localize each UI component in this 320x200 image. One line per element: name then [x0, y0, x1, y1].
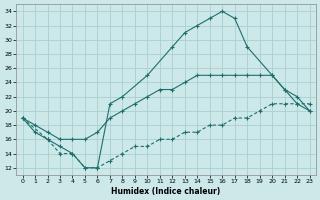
- X-axis label: Humidex (Indice chaleur): Humidex (Indice chaleur): [111, 187, 221, 196]
